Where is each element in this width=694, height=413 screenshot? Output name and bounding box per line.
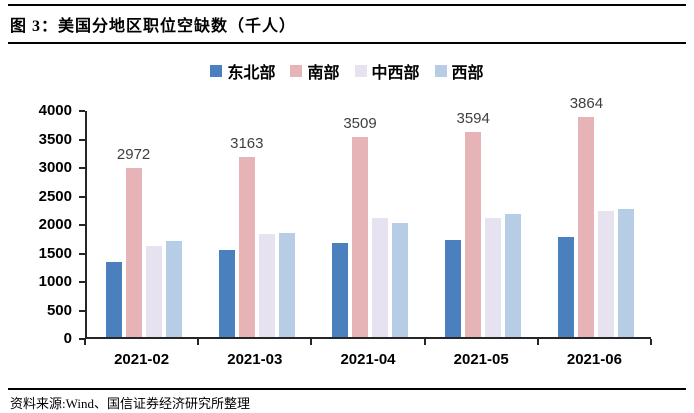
y-tick-label: 1500 xyxy=(38,244,72,262)
y-tick-label: 1000 xyxy=(38,273,72,290)
bar-西部-2021-02 xyxy=(165,241,182,337)
x-tick-mark xyxy=(423,339,426,345)
bar-中西部-2021-03 xyxy=(258,234,275,337)
x-tick-mark xyxy=(197,339,200,345)
legend-item-1: 东北部 xyxy=(210,59,275,83)
bar-西部-2021-05 xyxy=(505,214,522,337)
y-tick-label: 3000 xyxy=(38,159,72,176)
bar-中西部-2021-05 xyxy=(485,218,502,337)
bar-中西部-2021-02 xyxy=(145,245,162,337)
bar-东北部-2021-02 xyxy=(105,262,122,337)
source-note: 资料来源:Wind、国信证券经济研究所整理 xyxy=(10,396,250,411)
plot-area: 2972 3163 3509 3594 3864 xyxy=(85,95,651,339)
y-tick-mark xyxy=(79,338,85,340)
bar-南部-2021-05 xyxy=(465,132,482,337)
x-tick-mark xyxy=(650,339,652,345)
x-tick-label: 2021-02 xyxy=(114,351,170,368)
y-tick-label: 3500 xyxy=(38,130,72,148)
bar-西部-2021-04 xyxy=(392,223,408,337)
figure-title: 图 3：美国分地区职位空缺数（千人） xyxy=(10,18,297,35)
bar-中西部-2021-06 xyxy=(598,211,615,337)
footer-divider xyxy=(8,388,686,390)
bar-data-label: 3163 xyxy=(230,134,264,152)
legend-label: 中西部 xyxy=(371,65,420,82)
legend-item-3: 中西部 xyxy=(354,59,420,83)
bar-东北部-2021-04 xyxy=(332,242,348,337)
bar-data-label: 3509 xyxy=(343,115,377,132)
y-tick-mark xyxy=(79,309,85,312)
x-tick-label: 2021-04 xyxy=(340,351,396,368)
top-divider xyxy=(8,4,686,6)
y-tick-label: 2500 xyxy=(38,187,72,205)
y-tick-label: 4000 xyxy=(38,102,72,119)
y-tick-mark xyxy=(79,224,85,226)
chart-legend: 东北部 南部 中西部 西部 xyxy=(0,59,694,83)
x-tick-mark xyxy=(536,339,539,345)
x-tick-mark xyxy=(310,339,313,345)
y-tick-mark xyxy=(79,110,85,112)
bar-data-label: 2972 xyxy=(116,145,151,163)
y-tick-mark xyxy=(79,138,85,141)
x-tick-label: 2021-03 xyxy=(227,351,283,368)
bar-东北部-2021-06 xyxy=(558,236,575,337)
bar-南部-2021-04 xyxy=(352,137,368,337)
title-divider xyxy=(8,42,686,44)
legend-swatch-icon xyxy=(354,65,367,77)
legend-swatch-icon xyxy=(290,65,303,77)
bar-中西部-2021-04 xyxy=(372,217,388,337)
bar-data-label: 3594 xyxy=(456,110,490,128)
bar-东北部-2021-05 xyxy=(445,240,462,337)
y-tick-mark xyxy=(79,252,85,255)
y-tick-label: 2000 xyxy=(38,216,72,233)
bar-chart: 0 500 1000 1500 2000 2500 3000 3500 4000 2972 316… xyxy=(0,95,694,371)
legend-item-4: 西部 xyxy=(434,59,484,83)
x-tick-label: 2021-06 xyxy=(566,351,622,368)
legend-label: 南部 xyxy=(307,65,340,82)
y-tick-mark xyxy=(79,281,85,283)
bar-南部-2021-06 xyxy=(578,116,595,337)
x-tick-mark xyxy=(84,339,86,345)
y-tick-label: 0 xyxy=(63,330,72,347)
bar-西部-2021-06 xyxy=(618,208,635,337)
bar-南部-2021-02 xyxy=(125,167,142,337)
y-tick-mark xyxy=(79,195,85,198)
bar-东北部-2021-03 xyxy=(218,250,235,337)
bar-南部-2021-03 xyxy=(238,156,255,337)
legend-swatch-icon xyxy=(434,65,447,77)
bar-data-label: 3864 xyxy=(569,94,604,112)
legend-swatch-icon xyxy=(210,65,223,77)
y-tick-mark xyxy=(79,167,85,169)
x-tick-label: 2021-05 xyxy=(453,351,509,368)
y-tick-label: 500 xyxy=(46,301,72,319)
legend-label: 东北部 xyxy=(227,65,276,82)
bar-西部-2021-03 xyxy=(278,233,295,337)
legend-item-2: 南部 xyxy=(290,59,340,83)
legend-label: 西部 xyxy=(451,65,484,82)
